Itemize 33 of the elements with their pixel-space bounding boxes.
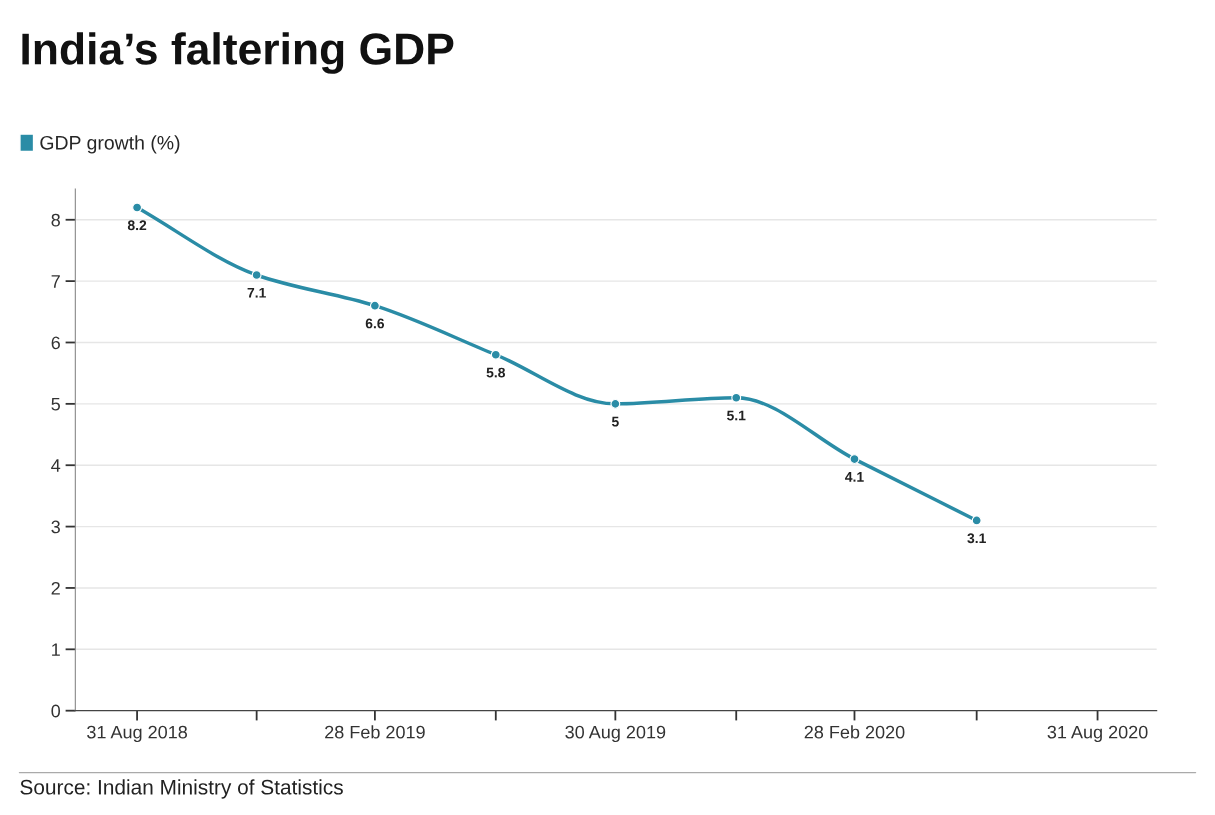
source-note: Source: Indian Ministry of Statistics: [20, 779, 343, 799]
point: [490, 349, 501, 360]
x-tick-label: 31 Aug 2020: [1047, 725, 1148, 743]
x-tick-label: 31 Aug 2018: [87, 725, 188, 743]
y-tick-label: 8: [51, 213, 60, 227]
y-tick-label: 4: [51, 459, 61, 472]
point: [251, 270, 262, 280]
data-label: 5.1: [727, 410, 746, 421]
point: [610, 398, 621, 409]
y-tick-label: 0: [51, 704, 61, 718]
x-tick-label: 30 Aug 2019: [565, 725, 666, 743]
point: [731, 392, 742, 403]
data-label: 5.8: [486, 367, 506, 378]
data-label: 6.6: [365, 318, 385, 329]
point: [971, 515, 982, 526]
y-tick-label: 6: [51, 336, 60, 350]
point: [132, 202, 143, 213]
y-tick-label: 1: [52, 643, 60, 656]
x-tick-label: 28 Feb 2020: [804, 725, 905, 739]
chart-title: India’s faltering GDP: [22, 32, 454, 74]
y-tick-label: 2: [51, 581, 60, 595]
point: [849, 454, 860, 465]
point: [369, 300, 380, 311]
y-tick-label: 5: [51, 397, 60, 411]
data-label: 3.1: [967, 533, 986, 544]
data-label: 7.1: [247, 288, 266, 298]
data-label: 4.1: [845, 472, 864, 482]
y-tick-label: 7: [51, 275, 60, 288]
data-label: 8.2: [127, 220, 147, 231]
y-tick-label: 3: [51, 520, 60, 534]
legend-label: GDP growth (%): [40, 135, 180, 154]
data-label: 5: [611, 416, 619, 427]
x-tick-label: 28 Feb 2019: [325, 725, 425, 739]
